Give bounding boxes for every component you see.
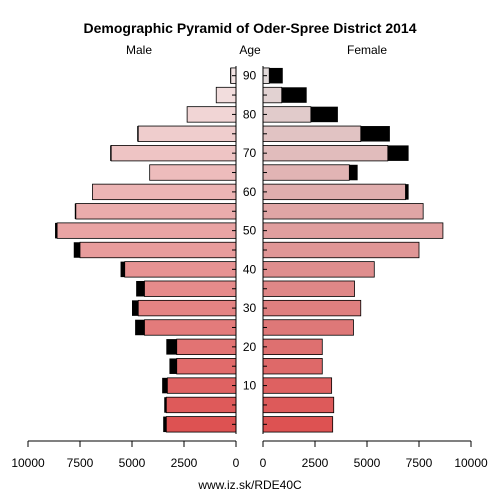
male-bar [56, 222, 237, 239]
x-tick-label-male: 0 [233, 456, 240, 470]
female-bar [262, 416, 334, 433]
x-tick-label-female: 10000 [454, 456, 488, 470]
x-tick-label-female: 0 [260, 456, 267, 470]
male-bar [186, 106, 237, 123]
female-bar [262, 241, 420, 259]
x-tick-label-female: 2500 [302, 456, 329, 470]
male-bar [166, 377, 237, 394]
axes-group: 10000 7500 5000 2500 0 0 2500 5000 7500 10000 10 20… [11, 66, 488, 470]
male-bar [176, 338, 237, 355]
female-bar [262, 319, 354, 336]
female-bar [262, 280, 355, 297]
x-tick-label-male: 10000 [11, 456, 45, 470]
source-label: www.iz.sk/RDE40C [197, 478, 302, 492]
male-bar [149, 164, 237, 181]
age-tick-label: 20 [243, 340, 257, 354]
bars-group [55, 67, 444, 433]
x-tick-label-male: 2500 [171, 456, 198, 470]
male-bar [92, 183, 237, 201]
male-bar [124, 261, 237, 278]
female-bar [262, 396, 335, 414]
male-bar [137, 125, 237, 142]
chart-title: Demographic Pyramid of Oder-Spree Distri… [84, 20, 417, 36]
male-bar [137, 299, 237, 317]
female-bar [262, 299, 362, 317]
female-bar [262, 377, 333, 394]
male-bar [144, 319, 237, 336]
male-bar [176, 358, 237, 375]
age-tick-label: 70 [243, 146, 257, 160]
female-bar [262, 358, 323, 375]
age-tick-label: 40 [243, 262, 257, 276]
male-header: Male [126, 43, 152, 57]
age-header: Age [239, 43, 261, 57]
male-bar [79, 241, 237, 259]
female-header: Female [347, 43, 387, 57]
age-tick-label: 30 [243, 301, 257, 315]
x-tick-label-female: 5000 [354, 456, 381, 470]
female-bar [262, 106, 312, 123]
female-bar [262, 125, 362, 142]
female-bar [262, 222, 444, 239]
female-bar [262, 261, 375, 278]
female-bar [262, 183, 406, 201]
x-tick-label-female: 7500 [406, 456, 433, 470]
male-bar [165, 416, 237, 433]
age-tick-label: 50 [243, 224, 257, 238]
female-bar [262, 145, 389, 162]
female-bar [262, 164, 350, 181]
female-bar [262, 338, 323, 355]
age-tick-label: 90 [243, 69, 257, 83]
male-bar [165, 396, 237, 414]
age-tick-label: 80 [243, 107, 257, 121]
age-tick-label: 10 [243, 379, 257, 393]
male-bar [144, 280, 237, 297]
female-bar [262, 203, 424, 220]
x-tick-label-male: 7500 [67, 456, 94, 470]
x-tick-label-male: 5000 [119, 456, 146, 470]
age-tick-label: 60 [243, 185, 257, 199]
male-bar [110, 145, 237, 162]
male-bar [75, 203, 237, 220]
